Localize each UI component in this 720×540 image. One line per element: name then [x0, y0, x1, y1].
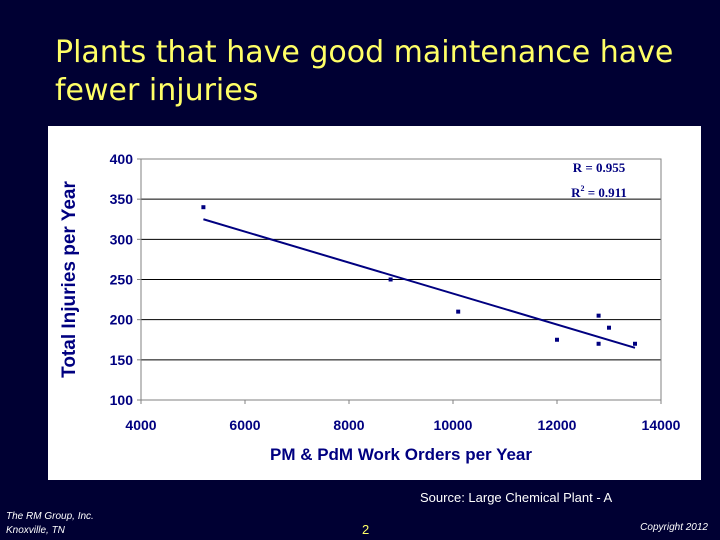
- x-tick-label: 4000: [125, 417, 156, 433]
- y-tick-label: 300: [110, 231, 134, 247]
- axis-ticks: 100 150 200 250 300 350 400 4000 6000 8000 10000 12…: [110, 151, 681, 433]
- r-squared-annotation: R2 = 0.911: [571, 184, 627, 200]
- x-tick-label: 14000: [642, 417, 681, 433]
- footer-company-info: The RM Group, Inc. Knoxville, TN: [6, 510, 94, 538]
- slide-title: Plants that have good maintenance have f…: [55, 35, 674, 108]
- x-tick-label: 12000: [538, 417, 577, 433]
- r-squared-exponent: 2: [580, 184, 584, 193]
- trendline: [203, 218, 636, 349]
- data-point: [555, 337, 559, 342]
- data-point: [456, 309, 461, 314]
- source-note: Source: Large Chemical Plant - A: [420, 490, 613, 505]
- r-value-annotation: R = 0.955: [573, 160, 626, 175]
- footer-company: The RM Group, Inc.: [6, 511, 94, 522]
- data-points: [201, 205, 637, 346]
- y-tick-label: 350: [110, 191, 134, 207]
- page-number: 2: [362, 522, 370, 537]
- gridlines: [141, 198, 661, 361]
- x-axis-label: PM & PdM Work Orders per Year: [270, 445, 532, 464]
- data-point: [388, 277, 393, 282]
- data-point: [201, 205, 206, 210]
- y-tick-label: 200: [110, 312, 134, 328]
- data-point: [607, 325, 611, 330]
- y-tick-label: 150: [110, 352, 134, 368]
- y-tick-label: 400: [110, 151, 134, 167]
- x-tick-label: 8000: [333, 417, 364, 433]
- data-point: [633, 341, 637, 346]
- y-tick-label: 100: [110, 392, 134, 408]
- y-tick-label: 250: [110, 272, 134, 288]
- r-squared-symbol: R: [571, 185, 581, 200]
- copyright: Copyright 2012: [640, 522, 708, 533]
- chart-panel: 100 150 200 250 300 350 400 4000 6000 8000 10000 12…: [48, 126, 701, 480]
- r-squared-value: = 0.911: [584, 185, 626, 200]
- data-point: [596, 341, 601, 346]
- scatter-chart: 100 150 200 250 300 350 400 4000 6000 8000 10000 12…: [59, 151, 681, 464]
- y-axis-label: Total Injuries per Year: [59, 181, 80, 378]
- x-tick-label: 6000: [229, 417, 260, 433]
- x-tick-label: 10000: [434, 417, 473, 433]
- footer-location: Knoxville, TN: [6, 525, 65, 536]
- data-point: [596, 313, 601, 318]
